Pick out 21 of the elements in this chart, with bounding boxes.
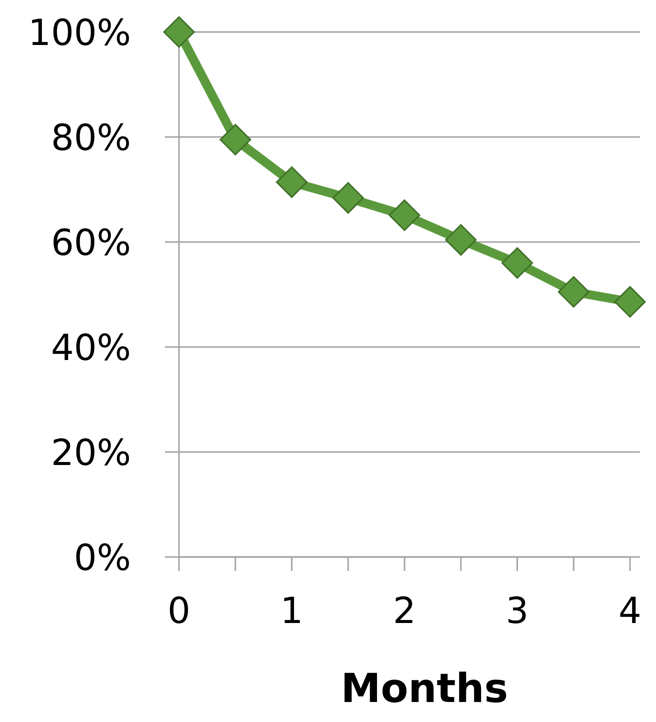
y-tick-label: 60% bbox=[50, 223, 131, 264]
point bbox=[220, 124, 252, 156]
x-tick-label: 4 bbox=[618, 591, 642, 632]
y-tick-label: 100% bbox=[28, 13, 131, 54]
point bbox=[445, 224, 477, 256]
y-tick-label: 0% bbox=[74, 538, 131, 579]
point bbox=[614, 286, 646, 318]
x-tick-label: 2 bbox=[393, 591, 416, 632]
x-tick-label: 3 bbox=[506, 591, 529, 632]
y-tick-label: 20% bbox=[50, 433, 131, 474]
y-tick-label: 40% bbox=[50, 328, 131, 369]
point bbox=[332, 182, 364, 214]
point bbox=[388, 199, 420, 231]
x-tick-label: 0 bbox=[168, 591, 190, 632]
y-tick-label: 80% bbox=[50, 118, 131, 159]
x-tick-label: 1 bbox=[280, 591, 304, 632]
point bbox=[558, 276, 590, 308]
point bbox=[276, 166, 308, 198]
point bbox=[502, 247, 533, 279]
x-axis-title: Months bbox=[340, 666, 508, 712]
point bbox=[163, 16, 195, 48]
